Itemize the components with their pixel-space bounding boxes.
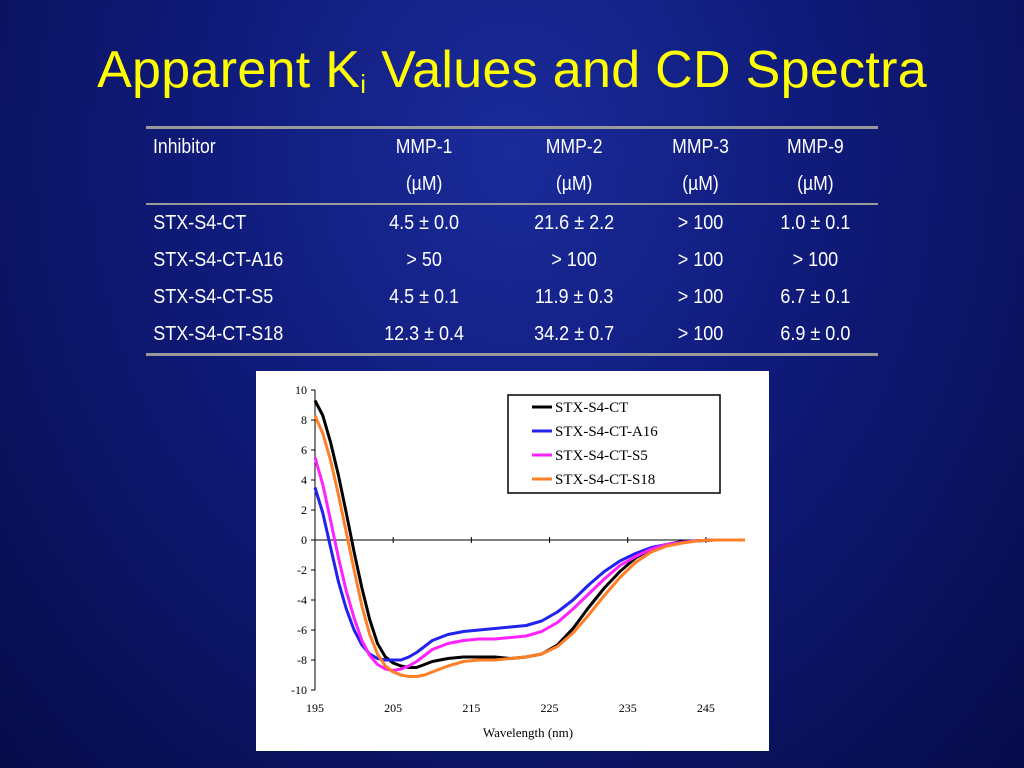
- header-mmp1-unit: (µM): [405, 173, 443, 195]
- cell-mmp9: 1.0 ± 0.1: [780, 212, 851, 234]
- cell-inhibitor: STX-S4-CT-S5: [153, 286, 274, 308]
- series-lines: [313, 399, 745, 678]
- header-mmp3-unit: (µM): [682, 173, 720, 195]
- x-tick-label: 195: [306, 701, 324, 715]
- x-tick-label: 225: [541, 701, 559, 715]
- ki-values-table: Inhibitor MMP-1 MMP-2 MMP-3 MMP-9 (µM) (…: [146, 126, 878, 357]
- y-tick-label: 6: [301, 443, 307, 457]
- y-tick-label: 10: [295, 383, 307, 397]
- cell-mmp3: > 100: [677, 323, 724, 345]
- cell-mmp1: 12.3 ± 0.4: [383, 323, 464, 345]
- cell-inhibitor: STX-S4-CT-A16: [153, 249, 284, 271]
- cd-spectra-chart-panel: 10 8 6 4 2 0 -2 -4 -6 -8 -10 195 205 215 225 235 245 STX…: [256, 371, 769, 751]
- series-line: [313, 457, 745, 672]
- header-mmp9-unit: (µM): [797, 173, 834, 195]
- y-tick-label: -6: [297, 623, 307, 637]
- legend-entry: STX-S4-CT-S5: [555, 448, 648, 464]
- title-subscript: i: [360, 69, 367, 99]
- legend-entry: STX-S4-CT-A16: [555, 424, 658, 440]
- cell-mmp1: 4.5 ± 0.0: [388, 212, 459, 234]
- cell-mmp3: > 100: [677, 249, 724, 271]
- cell-mmp3: > 100: [677, 286, 724, 308]
- table-header-row-2: (µM) (µM) (µM) (µM): [146, 166, 878, 204]
- table-row: STX-S4-CT-S5 4.5 ± 0.1 11.9 ± 0.3 > 100 …: [146, 279, 878, 316]
- header-mmp9: MMP-9: [787, 136, 844, 158]
- x-tick-label: 205: [384, 701, 402, 715]
- cell-mmp2: 34.2 ± 0.7: [534, 323, 615, 345]
- cd-spectra-chart: 10 8 6 4 2 0 -2 -4 -6 -8 -10 195 205 215 225 235 245 STX…: [291, 383, 745, 740]
- cell-mmp9: 6.7 ± 0.1: [780, 286, 851, 308]
- cell-mmp3: > 100: [677, 212, 724, 234]
- title-main: Apparent K: [97, 41, 361, 99]
- legend-entry: STX-S4-CT: [555, 400, 628, 416]
- table-header-row-1: Inhibitor MMP-1 MMP-2 MMP-3 MMP-9: [146, 129, 878, 166]
- y-tick-label: 0: [301, 533, 307, 547]
- y-tick-label: -8: [297, 653, 307, 667]
- x-axis-label: Wavelength (nm): [483, 725, 573, 740]
- header-inhibitor: Inhibitor: [153, 136, 216, 158]
- table-row: STX-S4-CT-A16 > 50 > 100 > 100 > 100: [146, 242, 878, 279]
- slide-title: Apparent Ki Values and CD Spectra: [0, 40, 1024, 100]
- header-mmp2-unit: (µM): [555, 173, 593, 195]
- header-inhibitor-unit: [146, 166, 324, 204]
- cell-inhibitor: STX-S4-CT: [153, 212, 247, 234]
- table-row: STX-S4-CT-S18 12.3 ± 0.4 34.2 ± 0.7 > 10…: [146, 316, 878, 355]
- cell-mmp1: > 50: [406, 249, 442, 271]
- series-line: [313, 414, 745, 678]
- cell-mmp9: > 100: [792, 249, 839, 271]
- header-mmp3: MMP-3: [672, 136, 730, 158]
- y-tick-label: -10: [291, 683, 307, 697]
- table-top-rule: [146, 126, 878, 130]
- y-tick-label: -4: [297, 593, 307, 607]
- cell-mmp9: 6.9 ± 0.0: [780, 323, 851, 345]
- legend: STX-S4-CT STX-S4-CT-A16 STX-S4-CT-S5 STX-S4…: [507, 394, 721, 494]
- cell-inhibitor: STX-S4-CT-S18: [153, 323, 284, 345]
- cell-mmp2: 21.6 ± 2.2: [534, 212, 615, 234]
- table-row: STX-S4-CT 4.5 ± 0.0 21.6 ± 2.2 > 100 1.0…: [146, 205, 878, 242]
- legend-box: [507, 394, 721, 494]
- x-tick-label: 235: [619, 701, 637, 715]
- x-tick-label: 245: [697, 701, 715, 715]
- title-rest: Values and CD Spectra: [366, 41, 927, 99]
- header-mmp1: MMP-1: [395, 136, 453, 158]
- y-tick-label: 4: [301, 473, 307, 487]
- y-tick-label: -2: [297, 563, 307, 577]
- y-tick-label: 2: [301, 503, 307, 517]
- legend-entry: STX-S4-CT-S18: [555, 472, 655, 488]
- cell-mmp2: 11.9 ± 0.3: [534, 286, 614, 308]
- header-mmp2: MMP-2: [545, 136, 603, 158]
- x-tick-label: 215: [462, 701, 480, 715]
- cell-mmp2: > 100: [551, 249, 597, 271]
- axes: 10 8 6 4 2 0 -2 -4 -6 -8 -10 195 205 215 225 235 245: [291, 383, 745, 715]
- table-bottom-rule: [146, 353, 878, 357]
- y-tick-label: 8: [301, 413, 307, 427]
- cell-mmp1: 4.5 ± 0.1: [388, 286, 459, 308]
